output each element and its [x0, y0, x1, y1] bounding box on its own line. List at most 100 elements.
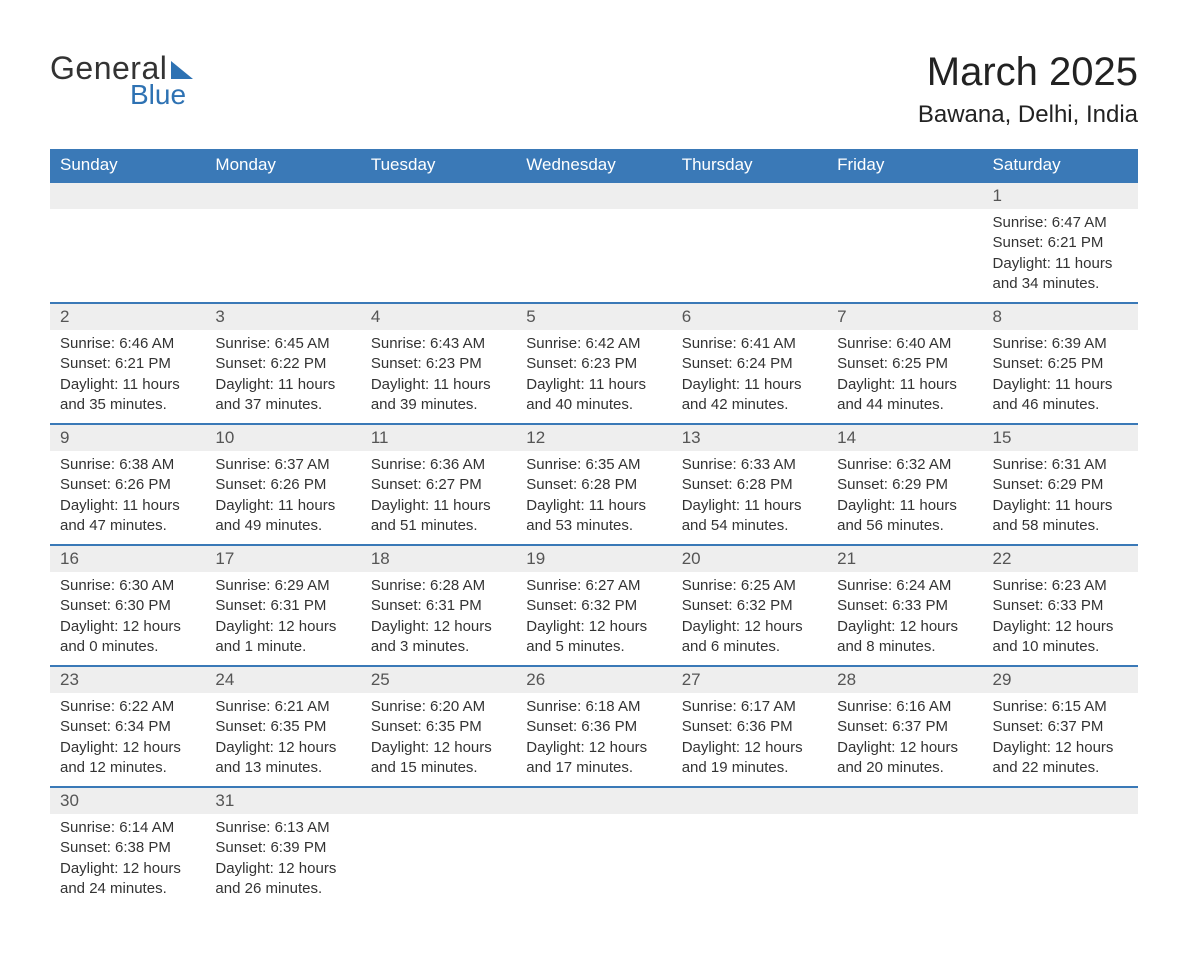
sunrise-text: Sunrise: 6:36 AM	[371, 455, 506, 475]
sunrise-text: Sunrise: 6:16 AM	[837, 697, 972, 717]
day-detail: Sunrise: 6:32 AMSunset: 6:29 PMDaylight:…	[827, 451, 982, 545]
brand-logo: General Blue	[50, 50, 193, 111]
daylight-text: Daylight: 12 hours and 5 minutes.	[526, 617, 661, 658]
sunset-text: Sunset: 6:28 PM	[682, 475, 817, 495]
brand-word-2: Blue	[130, 79, 186, 111]
sunset-text: Sunset: 6:22 PM	[215, 354, 350, 374]
day-detail: Sunrise: 6:29 AMSunset: 6:31 PMDaylight:…	[205, 572, 360, 666]
day-detail: Sunrise: 6:23 AMSunset: 6:33 PMDaylight:…	[983, 572, 1138, 666]
weekday-header: Thursday	[672, 149, 827, 182]
calendar-week-daynums: 1	[50, 182, 1138, 209]
sunrise-text: Sunrise: 6:17 AM	[682, 697, 817, 717]
daylight-text: Daylight: 12 hours and 15 minutes.	[371, 738, 506, 779]
sunset-text: Sunset: 6:26 PM	[60, 475, 195, 495]
sunrise-text: Sunrise: 6:35 AM	[526, 455, 661, 475]
day-detail: Sunrise: 6:38 AMSunset: 6:26 PMDaylight:…	[50, 451, 205, 545]
day-number: 12	[516, 424, 671, 451]
day-number: 9	[50, 424, 205, 451]
day-number: 8	[983, 303, 1138, 330]
day-number: 17	[205, 545, 360, 572]
empty-cell	[672, 814, 827, 907]
sunrise-text: Sunrise: 6:13 AM	[215, 818, 350, 838]
day-number: 29	[983, 666, 1138, 693]
sunrise-text: Sunrise: 6:15 AM	[993, 697, 1128, 717]
day-detail: Sunrise: 6:39 AMSunset: 6:25 PMDaylight:…	[983, 330, 1138, 424]
day-detail: Sunrise: 6:35 AMSunset: 6:28 PMDaylight:…	[516, 451, 671, 545]
day-detail: Sunrise: 6:25 AMSunset: 6:32 PMDaylight:…	[672, 572, 827, 666]
daylight-text: Daylight: 11 hours and 35 minutes.	[60, 375, 195, 416]
empty-cell	[361, 787, 516, 814]
day-detail: Sunrise: 6:41 AMSunset: 6:24 PMDaylight:…	[672, 330, 827, 424]
sunrise-text: Sunrise: 6:20 AM	[371, 697, 506, 717]
calendar-body: 1Sunrise: 6:47 AMSunset: 6:21 PMDaylight…	[50, 182, 1138, 907]
day-detail: Sunrise: 6:20 AMSunset: 6:35 PMDaylight:…	[361, 693, 516, 787]
day-detail: Sunrise: 6:40 AMSunset: 6:25 PMDaylight:…	[827, 330, 982, 424]
day-detail: Sunrise: 6:45 AMSunset: 6:22 PMDaylight:…	[205, 330, 360, 424]
empty-cell	[516, 814, 671, 907]
daylight-text: Daylight: 12 hours and 0 minutes.	[60, 617, 195, 658]
day-detail: Sunrise: 6:36 AMSunset: 6:27 PMDaylight:…	[361, 451, 516, 545]
sunset-text: Sunset: 6:28 PM	[526, 475, 661, 495]
daylight-text: Daylight: 11 hours and 37 minutes.	[215, 375, 350, 416]
sunrise-text: Sunrise: 6:25 AM	[682, 576, 817, 596]
day-detail: Sunrise: 6:22 AMSunset: 6:34 PMDaylight:…	[50, 693, 205, 787]
sunrise-text: Sunrise: 6:46 AM	[60, 334, 195, 354]
empty-cell	[827, 182, 982, 209]
daylight-text: Daylight: 12 hours and 24 minutes.	[60, 859, 195, 900]
daylight-text: Daylight: 11 hours and 46 minutes.	[993, 375, 1128, 416]
daylight-text: Daylight: 12 hours and 22 minutes.	[993, 738, 1128, 779]
sunset-text: Sunset: 6:21 PM	[60, 354, 195, 374]
sunset-text: Sunset: 6:37 PM	[837, 717, 972, 737]
day-number: 1	[983, 182, 1138, 209]
empty-cell	[672, 182, 827, 209]
title-location: Bawana, Delhi, India	[918, 101, 1138, 129]
calendar-week-details: Sunrise: 6:46 AMSunset: 6:21 PMDaylight:…	[50, 330, 1138, 424]
day-detail: Sunrise: 6:27 AMSunset: 6:32 PMDaylight:…	[516, 572, 671, 666]
calendar-week-details: Sunrise: 6:38 AMSunset: 6:26 PM Daylight:…	[50, 451, 1138, 545]
empty-cell	[983, 787, 1138, 814]
sunrise-text: Sunrise: 6:30 AM	[60, 576, 195, 596]
calendar-week-daynums: 9101112131415	[50, 424, 1138, 451]
daylight-text: Daylight: 12 hours and 26 minutes.	[215, 859, 350, 900]
page-header: General Blue March 2025 Bawana, Delhi, I…	[50, 50, 1138, 129]
daylight-text: Daylight: 12 hours and 12 minutes.	[60, 738, 195, 779]
daylight-text: Daylight: 12 hours and 10 minutes.	[993, 617, 1128, 658]
weekday-header-row: SundayMondayTuesdayWednesdayThursdayFrid…	[50, 149, 1138, 182]
sunrise-text: Sunrise: 6:24 AM	[837, 576, 972, 596]
daylight-text: Daylight: 12 hours and 6 minutes.	[682, 617, 817, 658]
daylight-text: Daylight: 12 hours and 17 minutes.	[526, 738, 661, 779]
daylight-text: Daylight: 11 hours and 39 minutes.	[371, 375, 506, 416]
sunrise-text: Sunrise: 6:43 AM	[371, 334, 506, 354]
empty-cell	[361, 182, 516, 209]
empty-cell	[516, 787, 671, 814]
daylight-text: Daylight: 12 hours and 19 minutes.	[682, 738, 817, 779]
title-month-year: March 2025	[918, 50, 1138, 95]
sunrise-text: Sunrise: 6:14 AM	[60, 818, 195, 838]
empty-cell	[205, 182, 360, 209]
day-number: 25	[361, 666, 516, 693]
day-number: 31	[205, 787, 360, 814]
empty-cell	[361, 209, 516, 303]
daylight-text: Daylight: 11 hours and 56 minutes.	[837, 496, 972, 537]
day-number: 15	[983, 424, 1138, 451]
day-detail: Sunrise: 6:37 AMSunset: 6:26 PMDaylight:…	[205, 451, 360, 545]
day-number: 18	[361, 545, 516, 572]
day-number: 2	[50, 303, 205, 330]
day-number: 20	[672, 545, 827, 572]
empty-cell	[205, 209, 360, 303]
empty-cell	[516, 209, 671, 303]
sunset-text: Sunset: 6:33 PM	[837, 596, 972, 616]
sunset-text: Sunset: 6:23 PM	[371, 354, 506, 374]
sunrise-text: Sunrise: 6:33 AM	[682, 455, 817, 475]
title-block: March 2025 Bawana, Delhi, India	[918, 50, 1138, 129]
empty-cell	[827, 209, 982, 303]
calendar-table: SundayMondayTuesdayWednesdayThursdayFrid…	[50, 149, 1138, 907]
sunset-text: Sunset: 6:37 PM	[993, 717, 1128, 737]
sunset-text: Sunset: 6:24 PM	[682, 354, 817, 374]
day-number: 11	[361, 424, 516, 451]
day-number: 7	[827, 303, 982, 330]
sunrise-text: Sunrise: 6:22 AM	[60, 697, 195, 717]
sunset-text: Sunset: 6:39 PM	[215, 838, 350, 858]
sunset-text: Sunset: 6:29 PM	[837, 475, 972, 495]
sunrise-text: Sunrise: 6:38 AM	[60, 455, 195, 475]
